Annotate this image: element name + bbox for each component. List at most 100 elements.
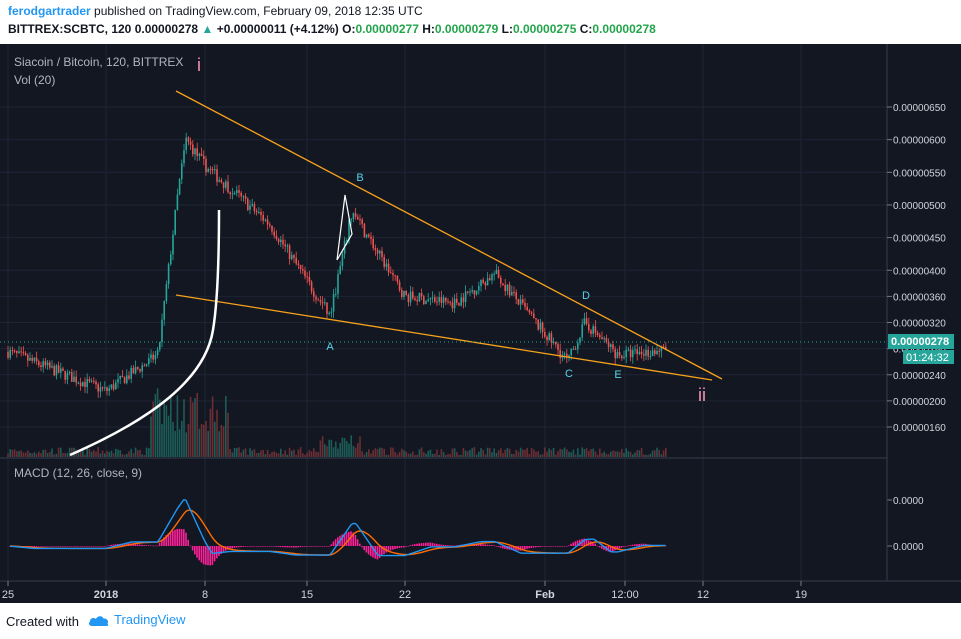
candle-body [453, 298, 456, 309]
macd-histogram-bar [185, 532, 187, 546]
author-link[interactable]: ferodgartrader [8, 4, 91, 18]
macd-histogram-bar [530, 546, 533, 548]
volume-bar [297, 449, 300, 457]
volume-bar [546, 451, 548, 457]
macd-histogram-bar [396, 546, 398, 549]
candle-body [211, 169, 214, 171]
wave-label-b: B [356, 172, 363, 184]
volume-bar [112, 453, 115, 457]
white-curve-drawing[interactable] [69, 209, 221, 457]
macd-histogram-bar [502, 546, 504, 549]
macd-histogram-bar [136, 544, 139, 546]
macd-histogram-bar [444, 545, 447, 546]
macd-histogram-bar [64, 546, 66, 547]
volume-bar [82, 447, 84, 457]
macd-histogram-bar [139, 544, 141, 546]
candle-body [22, 352, 25, 354]
volume-bar [145, 447, 148, 457]
volume-bar [46, 452, 49, 457]
volume-bar [167, 415, 170, 457]
volume-bar [359, 436, 361, 457]
volume-bar [134, 447, 137, 457]
volume-bar [530, 448, 533, 457]
macd-histogram-bar [249, 546, 251, 547]
volume-bar [381, 447, 383, 457]
candle-body [330, 311, 333, 313]
candle-body [662, 346, 665, 348]
candle-body [227, 181, 229, 193]
volume-bar [326, 446, 328, 457]
macd-histogram-bar [365, 546, 368, 553]
candle-body [368, 234, 370, 237]
macd-histogram-bar [387, 546, 390, 552]
tradingview-brand[interactable]: TradingView [88, 612, 186, 627]
macd-histogram-bar [631, 544, 634, 546]
macd-histogram-bar [477, 543, 480, 546]
macd-histogram-bar [191, 546, 194, 551]
candle-body [29, 357, 31, 361]
candle-body [192, 144, 194, 155]
candle-body [638, 351, 641, 355]
candle-body [42, 361, 44, 368]
chart-area[interactable]: 0.0000 0.0000 A B C D E i ii 0.00000650 0.… [0, 44, 961, 603]
volume-bar [49, 451, 51, 457]
candle-body [236, 190, 238, 194]
volume-bar [458, 454, 460, 457]
volume-bar [273, 451, 275, 457]
macd-histogram-bar [174, 529, 176, 546]
macd-histogram-bar [354, 535, 357, 546]
candle-body [665, 346, 667, 350]
symbol-text: BITTREX:SCBTC, 120 [8, 22, 132, 36]
macd-histogram-bar [211, 546, 214, 565]
volume-bar [497, 450, 500, 457]
volume-bar [225, 395, 227, 457]
macd-histogram-bar [70, 546, 73, 547]
candle-body [31, 357, 33, 361]
candle-body [500, 277, 502, 284]
volume-bar [412, 451, 414, 457]
volume-bar [216, 409, 218, 457]
volume-bar [511, 453, 513, 457]
candle-body [445, 297, 447, 302]
candle-body [511, 291, 513, 296]
volume-bar [640, 447, 643, 457]
candle-body [625, 349, 627, 358]
y-tick-label: 0.00000550 [893, 168, 946, 179]
volume-bar [656, 447, 658, 457]
macd-histogram-bar [29, 546, 31, 547]
candle-body [392, 273, 394, 276]
volume-bar [592, 448, 594, 457]
macd-histogram-bar [161, 539, 163, 546]
volume-bar [561, 449, 564, 457]
volume-bar [539, 454, 542, 457]
volume-bar [66, 453, 69, 457]
macd-histogram-bar [66, 546, 68, 547]
volume-bar [249, 448, 251, 457]
macd-histogram-bar [86, 546, 88, 547]
volume-bar [319, 440, 322, 457]
time-axis[interactable]: 25 2018 8 15 22 Feb 12:00 12 19 [2, 581, 807, 601]
macd-histogram-bar [548, 546, 550, 547]
volume-bar [236, 448, 238, 457]
macd-histogram-bar [400, 546, 403, 548]
upper-trendline[interactable] [175, 90, 723, 380]
candle-body [183, 150, 185, 164]
macd-histogram-bar [134, 543, 137, 546]
candle-body [332, 294, 335, 312]
volume-bar [357, 443, 359, 457]
y-tick-label: 0.00000650 [893, 103, 946, 114]
volume-bar [605, 454, 608, 457]
candle-body [145, 364, 148, 366]
candle-body [592, 326, 594, 334]
candle-body [170, 254, 172, 265]
candle-body [244, 196, 247, 199]
candle-body [570, 349, 572, 356]
macd-histogram-bar [205, 546, 207, 565]
candle-body [299, 265, 302, 270]
candle-body [13, 350, 16, 352]
lower-trendline[interactable] [175, 294, 713, 381]
macd-histogram-bar [429, 542, 431, 546]
macd-histogram-bar [526, 546, 528, 549]
candle-body [401, 290, 403, 297]
white-triangle-drawing[interactable] [336, 194, 353, 261]
